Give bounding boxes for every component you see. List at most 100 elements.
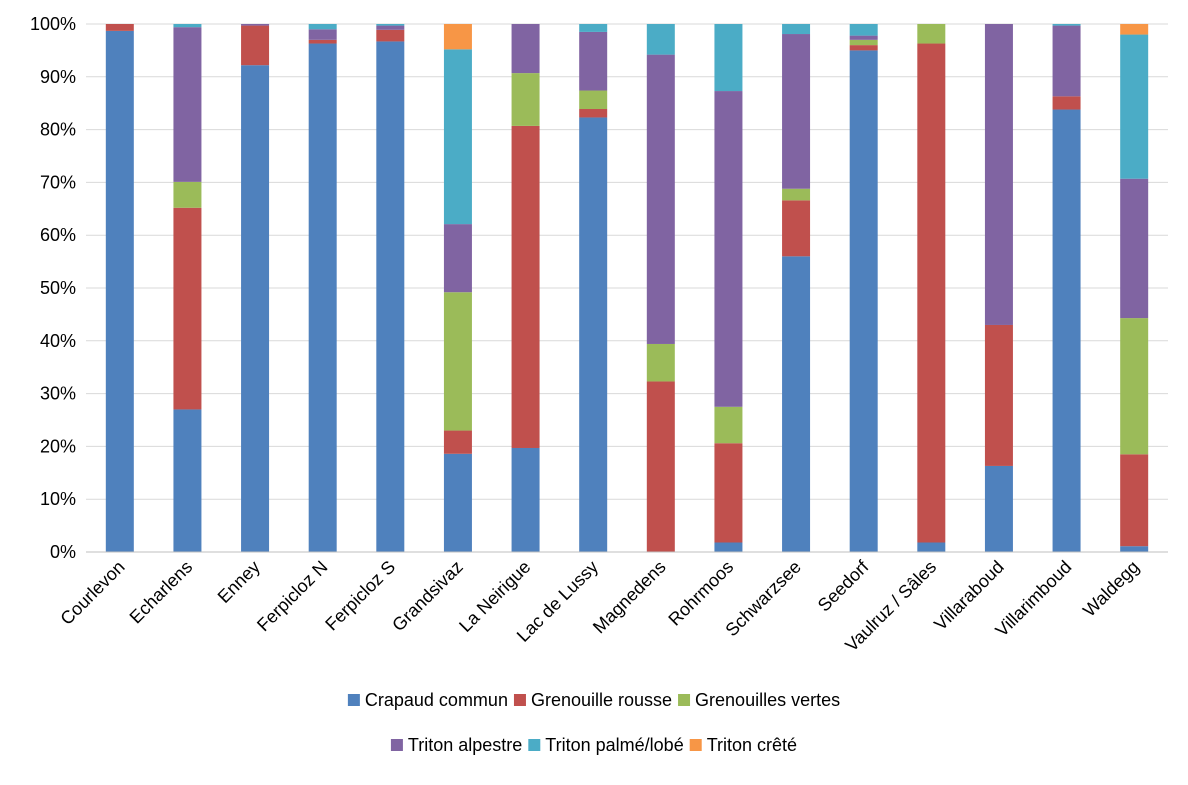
- bar-segment: [376, 25, 405, 30]
- bar-segment: [646, 24, 675, 55]
- bar-segment: [714, 542, 743, 552]
- legend-swatch: [390, 739, 403, 751]
- bar-segment: [443, 49, 472, 225]
- bar-segment: [984, 465, 1013, 552]
- y-tick-label: 70%: [40, 172, 76, 192]
- bars: [105, 24, 1149, 553]
- bar-segment: [511, 125, 540, 448]
- x-tick-label: Grandsivaz: [388, 557, 467, 636]
- bar-segment: [782, 24, 811, 35]
- x-tick-label: Ferpicloz S: [321, 557, 399, 635]
- x-tick-label: Rohrmoos: [664, 557, 737, 630]
- bar-segment: [782, 188, 811, 201]
- bar-segment: [443, 292, 472, 431]
- bar-segment: [849, 39, 878, 46]
- bar-segment: [714, 406, 743, 444]
- bar-segment: [1120, 318, 1149, 455]
- y-tick-label: 50%: [40, 278, 76, 298]
- legend-label: Triton crêté: [707, 735, 797, 755]
- bar-segment: [511, 447, 540, 552]
- bar-segment: [443, 430, 472, 454]
- bar-segment: [646, 343, 675, 382]
- x-tick-label: Magnedens: [589, 557, 670, 638]
- legend-label: Grenouille rousse: [531, 690, 672, 710]
- legend-label: Triton palmé/lobé: [545, 735, 683, 755]
- x-tick-label: Seedorf: [814, 556, 873, 615]
- legend: Crapaud commun Grenouille rousse Grenouill…: [347, 690, 840, 755]
- bar-segment: [849, 35, 878, 40]
- bar-segment: [646, 381, 675, 552]
- bar-segment: [308, 24, 337, 30]
- bar-segment: [173, 27, 202, 182]
- x-tick-label: Waldegg: [1079, 557, 1143, 621]
- y-tick-label: 60%: [40, 225, 76, 245]
- bar-segment: [646, 54, 675, 344]
- bar-segment: [984, 24, 1013, 325]
- legend-row: Triton alpestre Triton palmé/lobé Triton c…: [390, 735, 797, 755]
- bar-segment: [849, 50, 878, 553]
- bar-segment: [241, 25, 270, 66]
- bar-segment: [1120, 34, 1149, 179]
- bar-segment: [443, 453, 472, 552]
- x-tick-label: Ferpicloz N: [253, 557, 332, 636]
- bar-segment: [173, 207, 202, 410]
- legend-swatch: [689, 739, 702, 751]
- bar-segment: [1052, 24, 1081, 26]
- bar-segment: [917, 542, 946, 552]
- bar-segment: [714, 443, 743, 543]
- bar-segment: [1052, 96, 1081, 110]
- bar-segment: [782, 200, 811, 257]
- y-tick-label: 0%: [50, 542, 76, 562]
- bar-segment: [173, 181, 202, 208]
- legend-swatch: [513, 694, 526, 706]
- bar-segment: [1120, 24, 1149, 35]
- bar-segment: [579, 109, 608, 118]
- bar-segment: [579, 117, 608, 553]
- bar-segment: [308, 43, 337, 552]
- bar-segment: [782, 256, 811, 552]
- bar-segment: [984, 324, 1013, 466]
- bar-segment: [917, 43, 946, 543]
- bar-segment: [308, 29, 337, 40]
- bar-segment: [241, 65, 270, 553]
- bar-segment: [714, 24, 743, 92]
- x-tick-label: Echarlens: [126, 557, 197, 628]
- x-tick-label: Enney: [214, 557, 264, 607]
- bar-segment: [1120, 546, 1149, 552]
- bar-segment: [376, 41, 405, 552]
- legend-swatch: [347, 694, 360, 706]
- legend-item: Triton crêté: [689, 735, 797, 755]
- bar-segment: [511, 24, 540, 74]
- y-tick-label: 80%: [40, 120, 76, 140]
- bar-segment: [511, 73, 540, 126]
- bar-segment: [579, 24, 608, 32]
- bar-segment: [105, 30, 134, 552]
- y-tick-label: 30%: [40, 384, 76, 404]
- legend-item: Crapaud commun: [347, 690, 508, 710]
- bar-segment: [917, 24, 946, 44]
- legend-swatch: [528, 739, 541, 751]
- y-tick-label: 10%: [40, 489, 76, 509]
- bar-segment: [782, 34, 811, 189]
- bar-segment: [579, 90, 608, 110]
- legend-swatch: [678, 694, 691, 706]
- bar-segment: [173, 409, 202, 552]
- legend-item: Triton palmé/lobé: [528, 735, 684, 755]
- bar-segment: [376, 24, 405, 26]
- bar-segment: [849, 45, 878, 51]
- bar-segment: [849, 24, 878, 36]
- legend-label: Grenouilles vertes: [695, 690, 840, 710]
- y-tick-label: 100%: [30, 14, 76, 34]
- bar-segment: [1052, 25, 1081, 97]
- legend-item: Grenouilles vertes: [678, 690, 840, 710]
- bar-segment: [376, 29, 405, 42]
- bar-segment: [1120, 178, 1149, 319]
- bar-segment: [714, 91, 743, 407]
- legend-label: Triton alpestre: [408, 735, 522, 755]
- bar-segment: [1120, 454, 1149, 547]
- bar-segment: [173, 24, 202, 28]
- bar-segment: [443, 24, 472, 50]
- y-tick-label: 40%: [40, 331, 76, 351]
